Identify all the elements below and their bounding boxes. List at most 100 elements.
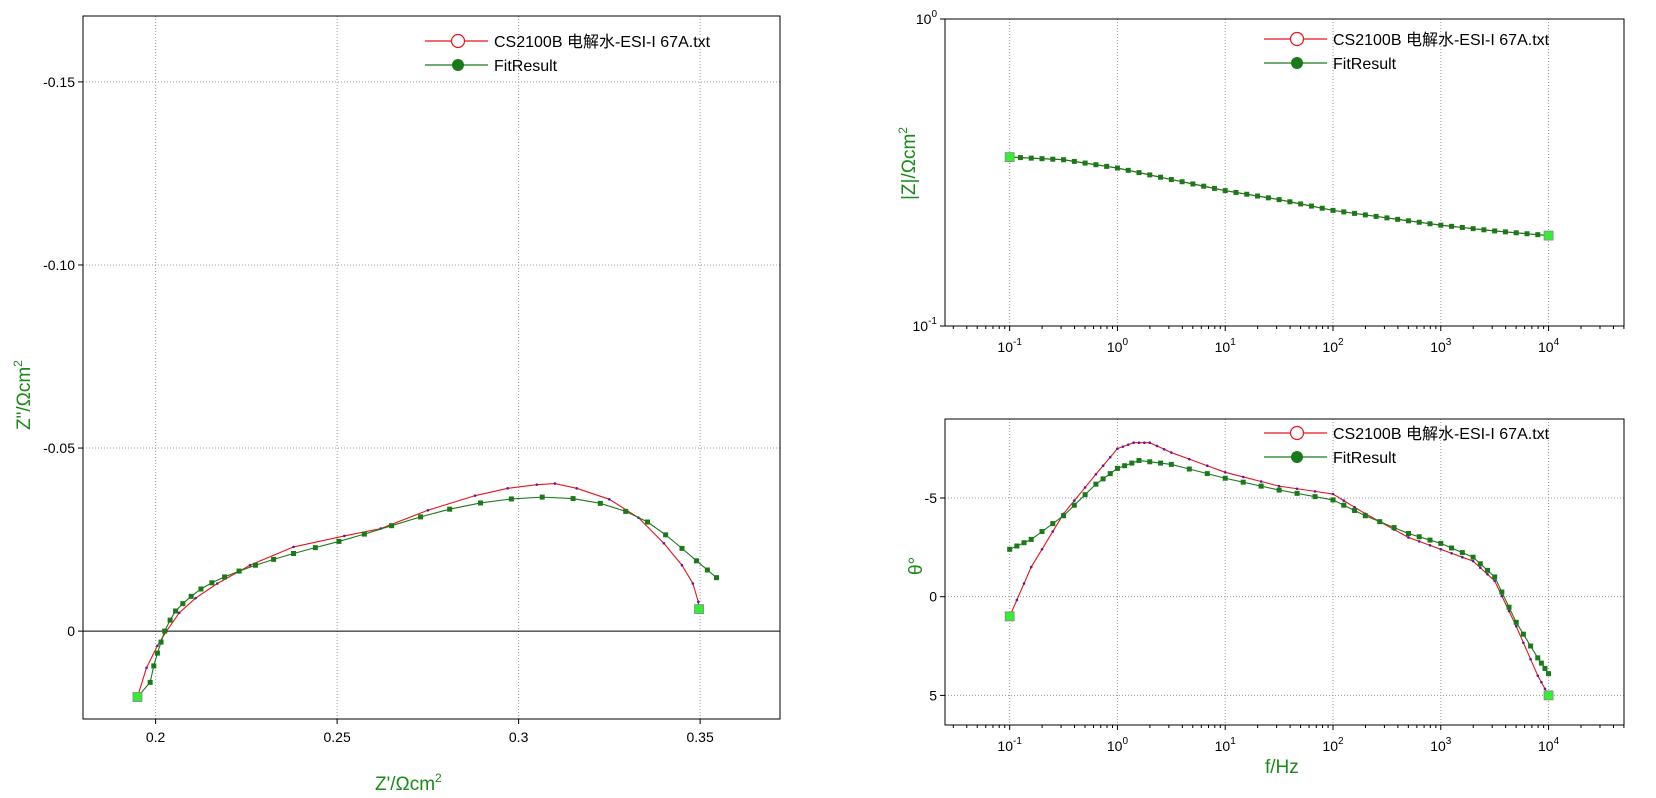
- legend-fit-marker: [452, 59, 464, 71]
- data-point: [1170, 451, 1173, 454]
- fit-point: [1233, 189, 1239, 195]
- data-point: [608, 498, 611, 501]
- fit-point: [713, 575, 719, 581]
- data-point: [1137, 441, 1141, 444]
- fit-point: [236, 568, 242, 574]
- fit-point: [1319, 205, 1325, 211]
- y-tick-label: -0.10: [43, 257, 75, 273]
- fit-point: [1470, 554, 1476, 560]
- x-tick-label: 104: [1538, 337, 1560, 355]
- fit-point: [1506, 604, 1512, 610]
- data-point: [1015, 598, 1019, 602]
- data-point: [1529, 657, 1532, 661]
- fit-point: [623, 508, 629, 514]
- fit-point: [312, 545, 318, 551]
- fit-point: [1147, 172, 1153, 178]
- data-point: [1126, 443, 1130, 446]
- x-tick-label: 100: [1107, 736, 1129, 754]
- fit-point: [1535, 655, 1541, 661]
- phase-x-axis-label: f/Hz: [1265, 757, 1299, 778]
- fit-point: [1384, 215, 1390, 221]
- y-tick-label: 10-1: [913, 316, 938, 334]
- fit-point: [1168, 177, 1174, 183]
- fit-point: [162, 628, 168, 634]
- bode-magnitude-plot: 10-1 100 101 102 103 104 10-1 100 |Z|/Ωcm2 CS21…: [896, 9, 1625, 355]
- fit-point: [447, 506, 453, 512]
- fit-point: [1341, 502, 1347, 508]
- fit-point: [1276, 487, 1282, 493]
- legend-fit-label: FitResult: [1333, 56, 1397, 73]
- endpoint-marker: [1004, 611, 1015, 622]
- fit-point: [1114, 165, 1120, 171]
- data-point: [1486, 573, 1489, 576]
- fit-point: [188, 593, 194, 599]
- data-point: [1022, 582, 1026, 585]
- fit-point: [1258, 483, 1264, 489]
- legend-fit-label: FitResult: [1333, 450, 1397, 467]
- fit-point: [1362, 212, 1368, 218]
- data-point: [1417, 540, 1421, 543]
- data-point: [1342, 499, 1346, 502]
- data-point: [1277, 484, 1281, 488]
- fit-point: [1158, 174, 1164, 180]
- fit-point: [1017, 155, 1023, 161]
- data-point: [1500, 594, 1504, 598]
- fit-point: [1352, 507, 1358, 513]
- data-point: [1540, 680, 1543, 684]
- phase-frame: [944, 418, 1625, 726]
- endpoint-marker: [1543, 230, 1554, 241]
- fit-point: [1050, 156, 1056, 162]
- phase-grid: [945, 419, 1624, 725]
- data-point: [1478, 566, 1482, 570]
- fit-point: [1129, 460, 1135, 466]
- fit-point: [1391, 525, 1397, 531]
- legend-phase: CS2100B 电解水-ESI-I 67A.txt FitResult: [1264, 425, 1550, 467]
- legend-data-marker: [1289, 31, 1305, 47]
- series-data-line: [1009, 442, 1550, 696]
- fit-point: [1287, 199, 1293, 205]
- magnitude-series: [1004, 152, 1554, 241]
- data-point: [662, 541, 666, 545]
- x-tick-label: 0.25: [323, 729, 350, 745]
- data-point: [1187, 457, 1191, 461]
- endpoint-marker: [132, 692, 143, 702]
- fit-point: [1481, 227, 1487, 233]
- fit-point: [1449, 223, 1455, 229]
- data-point: [1522, 641, 1525, 645]
- fit-point: [1528, 643, 1534, 649]
- y-tick-label: 0: [929, 589, 937, 605]
- data-point: [426, 508, 430, 512]
- legend-data-label: CS2100B 电解水-ESI-I 67A.txt: [1333, 425, 1550, 443]
- fit-point: [1405, 218, 1411, 224]
- fit-point: [1524, 231, 1530, 237]
- data-point: [1407, 536, 1410, 539]
- data-point: [1543, 687, 1547, 691]
- fit-point: [1542, 665, 1548, 671]
- data-point: [1121, 445, 1125, 448]
- fit-point: [1179, 179, 1185, 185]
- legend-data-label: CS2100B 电解水-ESI-I 67A.txt: [1333, 31, 1550, 49]
- fit-point: [1416, 534, 1422, 540]
- data-point: [535, 483, 539, 486]
- fit-point: [1312, 494, 1318, 500]
- fit-point: [1499, 589, 1505, 595]
- fit-point: [1050, 521, 1056, 527]
- fit-point: [1082, 160, 1088, 166]
- fit-point: [1168, 461, 1174, 467]
- fit-point: [1535, 232, 1541, 238]
- x-tick-label: 102: [1322, 736, 1344, 754]
- data-point: [1514, 624, 1518, 628]
- data-point: [1223, 471, 1227, 474]
- fit-point: [1265, 195, 1271, 201]
- fit-point: [1122, 463, 1128, 469]
- fit-point: [644, 519, 650, 525]
- fit-point: [1502, 229, 1508, 235]
- fit-point: [222, 574, 228, 580]
- data-point: [575, 487, 579, 490]
- series-data-line: [136, 483, 700, 698]
- data-point: [1507, 609, 1511, 613]
- phase-series: [1004, 441, 1554, 701]
- fit-point: [1513, 619, 1519, 625]
- series-fit-line: [137, 496, 717, 698]
- x-tick-label: 102: [1322, 337, 1344, 355]
